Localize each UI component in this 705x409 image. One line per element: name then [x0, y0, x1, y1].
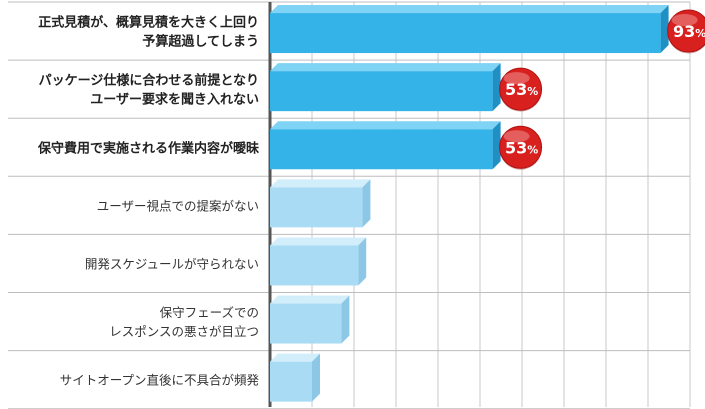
category-label: サイトオープン直後に不具合が頻発	[60, 373, 260, 388]
percent-label: 53%	[505, 138, 538, 157]
bar-row: 保守費用で実施される作業内容が曖昧 53%	[37, 121, 543, 170]
percent-value: 93	[673, 22, 695, 41]
bar	[270, 187, 363, 228]
percent-label: 53%	[505, 80, 538, 99]
category-label: ユーザー要求を聞き入れない	[90, 92, 259, 108]
bar-top-face	[270, 179, 371, 188]
category-label: 保守フェーズでの	[160, 305, 259, 320]
category-label: レスポンスの悪さが目立つ	[109, 324, 259, 339]
category-label: パッケージ仕様に合わせる前提となり	[39, 73, 259, 89]
percent-label: 93%	[673, 22, 705, 41]
category-label: 保守費用で実施される作業内容が曖昧	[37, 140, 260, 156]
bar-side-face	[358, 237, 367, 286]
bar	[270, 129, 493, 170]
category-label: 予算超過してしまう	[142, 34, 259, 50]
percent-unit: %	[695, 27, 705, 40]
badge-highlight	[503, 72, 530, 85]
bar-rows: 正式見積が、概算見積を大きく上回り予算超過してしまう93%パッケージ仕様に合わせ…	[37, 5, 705, 402]
percent-badge	[667, 9, 705, 53]
bar-row: 開発スケジュールが守られない	[85, 237, 367, 286]
bar-top-face	[270, 295, 350, 304]
percent-value: 53	[505, 138, 527, 157]
percent-badge	[499, 125, 543, 169]
bar-side-face	[492, 63, 501, 112]
percent-unit: %	[527, 143, 538, 156]
percent-value: 53	[505, 80, 527, 99]
bar-top-face	[270, 121, 501, 130]
bar	[270, 303, 342, 344]
bar-side-face	[362, 179, 371, 228]
category-label: 開発スケジュールが守られない	[85, 256, 259, 271]
bar-side-face	[660, 5, 669, 54]
bar-side-face	[341, 295, 350, 344]
percent-unit: %	[527, 85, 538, 98]
badge-highlight	[503, 130, 530, 143]
bar-top-face	[270, 237, 367, 246]
bar-top-face	[270, 353, 320, 362]
bar	[270, 13, 661, 54]
bar-row: サイトオープン直後に不具合が頻発	[60, 353, 320, 402]
percent-badge	[499, 67, 543, 111]
category-label: ユーザー視点での提案がない	[97, 198, 259, 213]
bar-top-face	[270, 5, 669, 14]
bar-top-face	[270, 63, 501, 72]
bar-side-face	[312, 353, 320, 402]
bar	[270, 245, 359, 286]
bar	[270, 71, 493, 112]
bar-row: ユーザー視点での提案がない	[97, 179, 371, 228]
badge-highlight	[671, 14, 698, 27]
category-label: 正式見積が、概算見積を大きく上回り	[38, 15, 259, 31]
bar-side-face	[492, 121, 501, 170]
bar	[270, 361, 312, 402]
